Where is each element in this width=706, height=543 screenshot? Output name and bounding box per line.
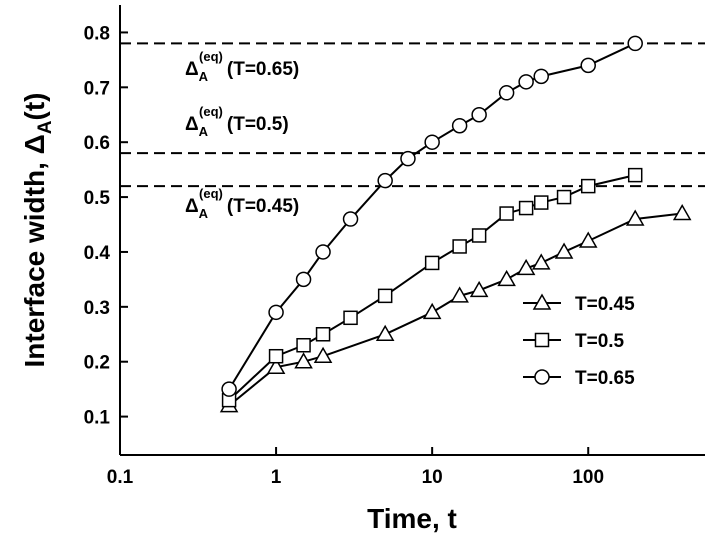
ref-text: (T=0.45) [227, 196, 299, 217]
marker [471, 107, 487, 123]
ref-base: Δ [185, 114, 199, 135]
reference-label: ΔA (eq) (T=0.65) [185, 49, 299, 84]
marker [342, 211, 359, 227]
reference-label: ΔA (eq) (T=0.5) [185, 104, 289, 139]
ref-sup: (eq) [199, 49, 223, 64]
y-tick-label: 0.4 [84, 243, 111, 264]
marker [580, 178, 596, 194]
ref-text: (T=0.65) [227, 59, 299, 80]
ref-sup: (eq) [199, 186, 223, 201]
ref-sup: (eq) [199, 104, 223, 119]
marker [315, 244, 331, 260]
marker [556, 189, 572, 205]
y-tick-label: 0.2 [84, 353, 110, 374]
marker [400, 150, 416, 167]
marker [469, 280, 489, 298]
marker [625, 209, 645, 226]
marker [531, 253, 551, 270]
marker [532, 293, 552, 310]
marker [268, 348, 284, 364]
y-axis-title: Interface width, ΔA(t) [19, 93, 56, 368]
marker [424, 255, 440, 271]
x-tick-label: 0.1 [107, 467, 134, 488]
marker [295, 271, 312, 288]
marker [533, 195, 549, 210]
legend-label: T=0.45 [575, 294, 635, 315]
x-axis-title: Time, t [367, 503, 457, 534]
legend-label: T=0.65 [575, 368, 635, 389]
ref-sub: A [199, 206, 209, 221]
marker [672, 204, 692, 221]
y-tick-label: 0.6 [84, 133, 110, 154]
x-tick-label: 1 [271, 467, 282, 488]
marker [498, 85, 515, 101]
marker [221, 381, 237, 397]
marker [578, 231, 598, 248]
y-tick-label: 0.1 [84, 408, 111, 429]
y-tick-label: 0.3 [84, 298, 110, 319]
x-tick-label: 100 [572, 467, 604, 488]
y-title-sub: A [35, 120, 56, 134]
y-tick-label: 0.8 [84, 23, 110, 44]
marker [518, 74, 534, 90]
marker [627, 35, 643, 52]
marker [452, 239, 467, 254]
marker [377, 172, 393, 189]
marker [451, 117, 468, 134]
marker [497, 269, 516, 287]
marker [343, 310, 358, 326]
marker [377, 288, 393, 304]
marker [424, 134, 440, 150]
marker [499, 206, 514, 221]
y-title-main: Interface width, Δ [19, 134, 50, 367]
marker [471, 228, 487, 243]
plot-area [219, 35, 692, 413]
marker [580, 57, 596, 74]
marker [516, 258, 536, 276]
x-tick-label: 10 [422, 467, 443, 488]
legend-label: T=0.5 [575, 331, 625, 352]
ref-base: Δ [185, 196, 199, 217]
y-tick-label: 0.7 [84, 78, 110, 99]
marker [313, 346, 333, 363]
marker [296, 337, 311, 353]
reference-label: ΔA (eq) (T=0.45) [185, 186, 299, 221]
marker [518, 200, 534, 216]
y-title-tail: (t) [19, 93, 50, 121]
marker [534, 332, 550, 348]
marker [627, 167, 643, 183]
marker [533, 68, 549, 85]
y-tick-label: 0.5 [84, 188, 111, 209]
marker [294, 352, 313, 369]
ref-sub: A [199, 124, 209, 139]
marker [422, 302, 442, 320]
marker [534, 369, 550, 385]
marker [268, 304, 284, 321]
marker [266, 357, 286, 374]
ref-text: (T=0.5) [227, 114, 289, 135]
ref-base: Δ [185, 59, 199, 80]
ref-sub: A [199, 69, 209, 84]
marker [375, 324, 395, 342]
marker [450, 286, 469, 303]
marker [315, 327, 331, 342]
marker [554, 242, 574, 259]
